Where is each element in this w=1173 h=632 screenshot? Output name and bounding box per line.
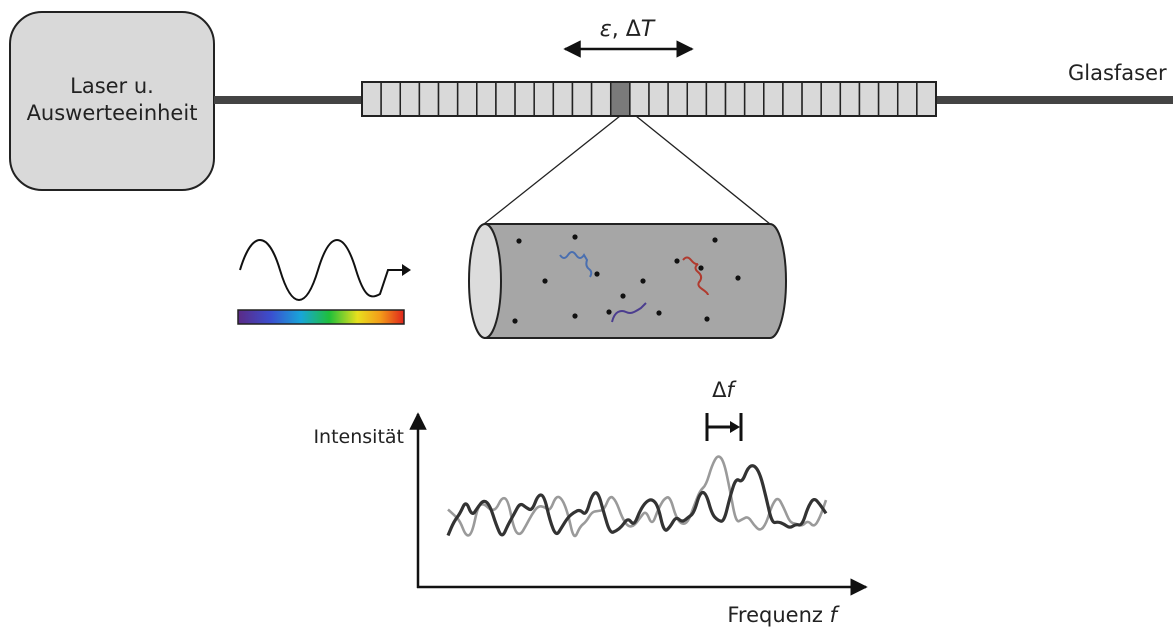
fiber-segment [763, 81, 784, 117]
fiber-segment [820, 81, 842, 117]
fiber-segment [858, 81, 880, 117]
scatter-particle [620, 293, 626, 299]
fiber-segment [743, 81, 765, 117]
scatter-particle [594, 271, 600, 277]
cylinder-cap [468, 223, 502, 339]
wave-icon [239, 239, 404, 301]
zoom-line-left [483, 115, 621, 225]
scatter-particle [698, 265, 704, 271]
fiber-segments [361, 81, 937, 117]
reference-trace [447, 455, 828, 538]
zoom-line-right [635, 115, 771, 225]
shift-label: Δf [712, 378, 737, 402]
scatter-particle [674, 258, 680, 264]
photon-red-icon [682, 256, 709, 296]
fiber-segment [456, 81, 478, 117]
shifted-trace [446, 464, 828, 537]
fiber-segment [648, 81, 669, 117]
fiber-segment [686, 81, 708, 117]
scatter-particle [704, 316, 710, 322]
x-axis-label: Frequenz f [727, 603, 840, 627]
wave-arrow-head-icon [402, 264, 411, 276]
fiber-segment [724, 81, 746, 117]
cylinder-body [484, 223, 787, 339]
fiber-segment [801, 81, 822, 117]
fiber-segment [705, 81, 727, 117]
fiber-segment [667, 81, 689, 117]
y-axis-label: Intensität [313, 426, 404, 448]
laser-label-line2: Auswerteeinheit [27, 101, 198, 125]
fiber-segment [399, 81, 421, 117]
spectrum-plot: Intensität Frequenz f Δf [313, 378, 868, 627]
fiber-segment [896, 81, 918, 117]
fiber-segment [782, 81, 803, 117]
scatter-particle [516, 238, 522, 244]
fiber-segment [839, 81, 861, 117]
scatter-particles [512, 234, 741, 324]
fiber-segment [533, 81, 555, 117]
fiber-label: Glasfaser [1068, 61, 1167, 85]
photon-purple-icon [611, 302, 647, 323]
fiber-segment [437, 81, 459, 117]
strain-temp-label: ε, ΔT [600, 17, 656, 42]
scatter-particle [656, 310, 662, 316]
fiber-segment [476, 81, 497, 117]
fiber-segment-outline [361, 81, 937, 117]
scatter-cylinder [468, 223, 787, 339]
scatter-particle [542, 278, 548, 284]
fiber-segment [590, 81, 612, 117]
laser-label-line1: Laser u. [70, 74, 154, 98]
scatter-particle [640, 278, 646, 284]
fiber-segment [361, 81, 382, 117]
scatter-particle [712, 237, 718, 243]
photon-blue-icon [559, 251, 593, 278]
fiber-segment [552, 81, 574, 117]
scatter-particle [572, 313, 578, 319]
scatter-particle [512, 318, 518, 324]
spectrum-bar [237, 309, 405, 325]
fiber-segment [380, 81, 402, 117]
fiber-segment [629, 81, 650, 117]
fiber-segment [418, 81, 440, 117]
fiber-segment-highlight [609, 81, 631, 117]
fiber-segment [514, 81, 535, 117]
fiber-segment [916, 81, 937, 117]
fiber-segment [495, 81, 516, 117]
scatter-particle [572, 234, 578, 240]
fiber-segment [571, 81, 593, 117]
shift-arrow-head-icon [730, 421, 740, 433]
fiber-segment [877, 81, 899, 117]
scatter-particle [606, 309, 612, 315]
laser-unit: Laser u. Auswerteeinheit [9, 11, 215, 191]
scatter-particle [735, 275, 741, 281]
